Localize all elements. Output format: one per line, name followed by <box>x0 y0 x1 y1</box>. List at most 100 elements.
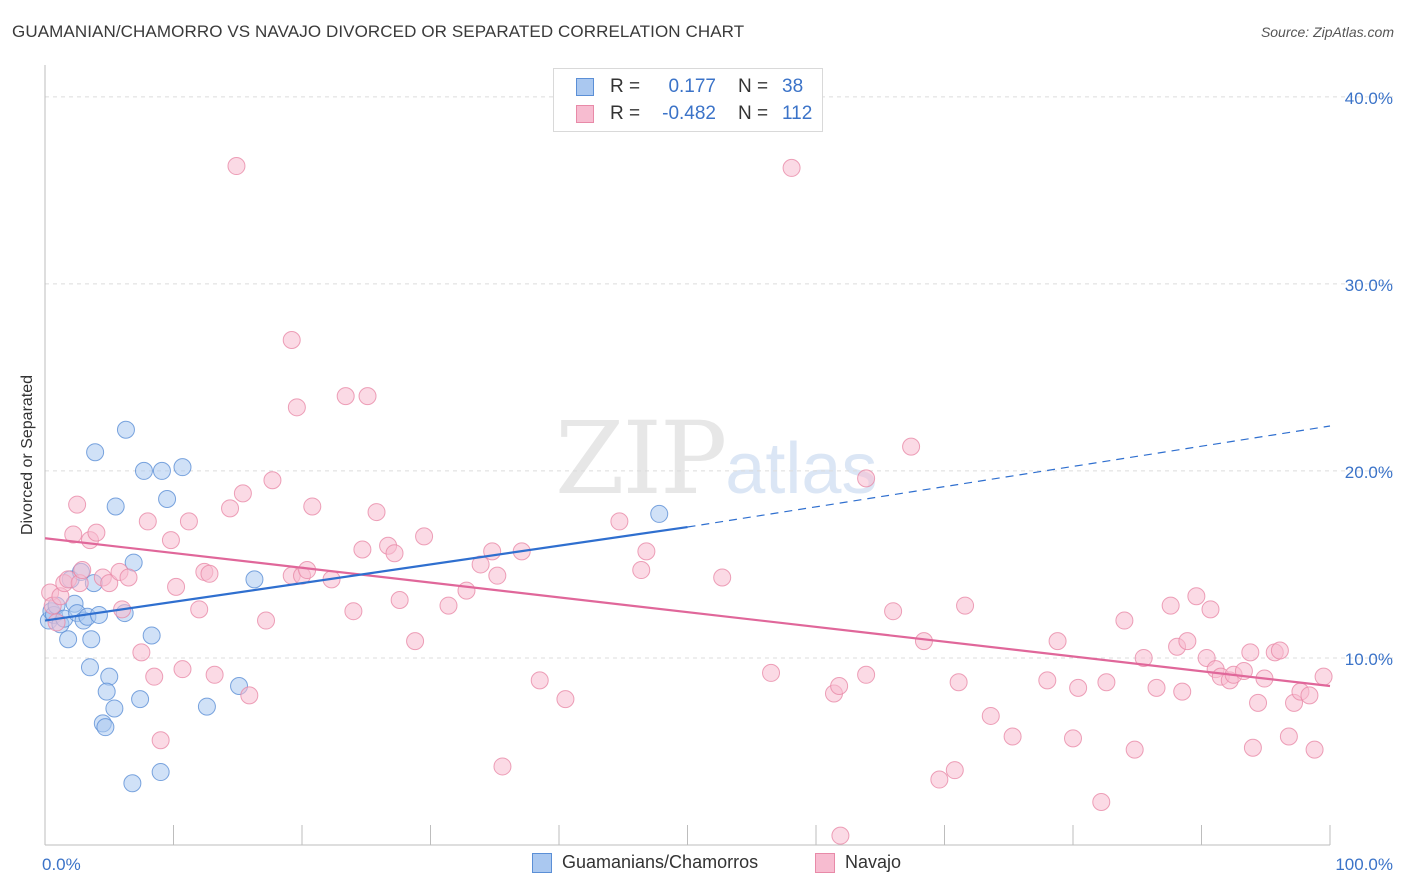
point-navajo <box>200 564 219 583</box>
point-navajo <box>1064 729 1082 748</box>
point-guamanians <box>158 489 177 508</box>
point-navajo <box>282 330 301 349</box>
point-navajo <box>190 600 209 619</box>
point-navajo <box>179 512 198 531</box>
point-navajo <box>945 761 964 780</box>
point-navajo <box>1270 641 1289 660</box>
point-navajo <box>610 512 629 531</box>
point-guamanians <box>96 718 115 737</box>
point-navajo <box>287 398 306 417</box>
point-navajo <box>406 632 425 651</box>
point-navajo <box>857 665 876 684</box>
point-navajo <box>1300 686 1319 705</box>
point-navajo <box>1161 596 1180 615</box>
legend-r-label: R = <box>610 103 641 124</box>
point-guamanians <box>116 420 135 439</box>
point-navajo <box>1279 727 1298 746</box>
point-navajo <box>390 590 409 609</box>
point-guamanians <box>97 682 116 701</box>
point-navajo <box>119 568 138 587</box>
point-guamanians <box>152 461 171 480</box>
chart-title: GUAMANIAN/CHAMORRO VS NAVAJO DIVORCED OR… <box>12 22 745 41</box>
point-navajo <box>87 523 106 542</box>
legend-n-label: N = <box>738 103 769 124</box>
point-navajo <box>173 660 192 679</box>
point-navajo <box>1097 673 1116 692</box>
point-guamanians <box>151 763 170 782</box>
y-axis-label: Divorced or Separated <box>19 374 36 536</box>
point-navajo <box>830 677 849 696</box>
point-navajo <box>1187 587 1206 606</box>
point-guamanians <box>142 626 161 645</box>
point-navajo <box>205 665 224 684</box>
legend-swatch-blue <box>576 78 594 96</box>
point-navajo <box>100 574 119 593</box>
point-navajo <box>1249 693 1268 712</box>
legend-row-navajo: R = -0.482 N = 112 <box>576 101 812 127</box>
point-navajo <box>303 497 322 516</box>
point-navajo <box>367 503 386 522</box>
point-navajo <box>227 157 246 176</box>
point-navajo <box>233 484 252 503</box>
y-tick-label: 10.0% <box>1345 650 1393 669</box>
point-navajo <box>914 632 933 651</box>
point-guamanians <box>105 699 124 718</box>
point-navajo <box>831 826 850 845</box>
point-navajo <box>902 437 921 456</box>
point-navajo <box>161 531 180 550</box>
point-guamanians <box>82 630 101 649</box>
legend-item-navajo: Navajo <box>815 852 901 873</box>
point-navajo <box>415 527 434 546</box>
legend-swatch-blue <box>532 852 552 873</box>
point-navajo <box>981 706 1000 725</box>
point-navajo <box>637 542 656 561</box>
point-guamanians <box>123 774 142 793</box>
legend-n-label: N = <box>738 76 769 97</box>
point-navajo <box>1201 600 1220 619</box>
point-navajo <box>471 555 490 574</box>
point-navajo <box>240 686 259 705</box>
point-guamanians <box>59 630 78 649</box>
point-navajo <box>353 540 372 559</box>
point-navajo <box>1314 667 1333 686</box>
trendline-navajo <box>44 537 1331 688</box>
legend-n-value: 38 <box>782 76 804 97</box>
point-navajo <box>1305 740 1324 759</box>
point-navajo <box>782 158 801 177</box>
legend-swatch-pink <box>815 852 835 873</box>
point-navajo <box>336 387 355 406</box>
legend-row-guamanians: R = 0.177 N = 38 <box>576 74 803 100</box>
point-navajo <box>64 525 83 544</box>
point-navajo <box>73 561 92 580</box>
y-tick-label: 20.0% <box>1345 463 1393 482</box>
point-navajo <box>385 544 404 563</box>
series-legend: Guamanians/Chamorros Navajo <box>0 852 1406 878</box>
point-guamanians <box>89 605 108 624</box>
point-navajo <box>857 469 876 488</box>
point-navajo <box>949 673 968 692</box>
point-guamanians <box>106 497 125 516</box>
source-label: Source: ZipAtlas.com <box>1260 24 1394 40</box>
point-guamanians <box>131 690 150 709</box>
legend-r-value: 0.177 <box>668 76 716 97</box>
x-tick-label: 0.0% <box>42 855 81 874</box>
point-guamanians <box>80 658 99 677</box>
point-navajo <box>713 568 732 587</box>
point-navajo <box>145 667 164 686</box>
point-navajo <box>1115 611 1134 630</box>
point-navajo <box>632 561 651 580</box>
point-guamanians <box>100 667 119 686</box>
legend-item-label: Navajo <box>845 852 902 872</box>
point-navajo <box>1092 792 1111 811</box>
point-guamanians <box>86 443 105 462</box>
point-navajo <box>457 581 476 600</box>
legend-r-label: R = <box>610 76 641 97</box>
point-navajo <box>1134 648 1153 667</box>
point-navajo <box>493 757 512 776</box>
point-navajo <box>439 596 458 615</box>
point-navajo <box>151 731 170 750</box>
point-navajo <box>221 499 240 518</box>
point-navajo <box>1178 632 1197 651</box>
point-navajo <box>930 770 949 789</box>
